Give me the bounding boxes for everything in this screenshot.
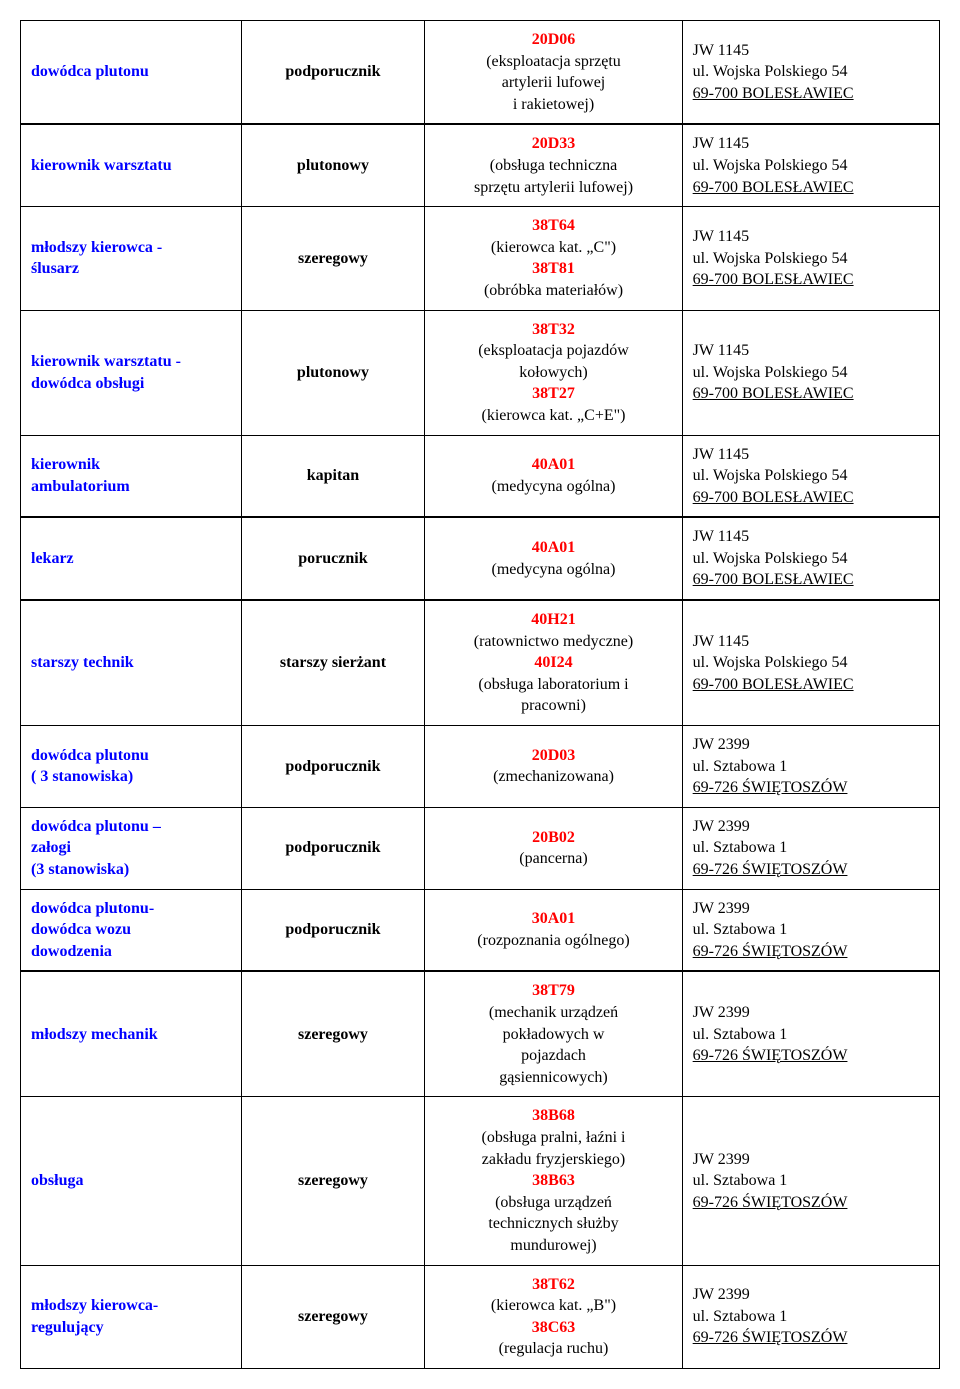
position-cell: kierownik warsztatu bbox=[21, 125, 242, 207]
unit-cell: JW 2399ul. Sztabowa 169-726 ŚWIĘTOSZÓW bbox=[682, 1265, 939, 1368]
position-cell: kierownik warsztatu -dowódca obsługi bbox=[21, 310, 242, 435]
table-row: dowódca plutonu –załogi (3 stanowiska)po… bbox=[21, 807, 940, 889]
unit-cell: JW 1145ul. Wojska Polskiego 5469-700 BOL… bbox=[682, 207, 939, 310]
position-cell: dowódca plutonu –załogi (3 stanowiska) bbox=[21, 807, 242, 889]
rank-cell: podporucznik bbox=[241, 807, 425, 889]
spec-cell: 40H21(ratownictwo medyczne)40I24(obsługa… bbox=[425, 601, 682, 726]
spec-cell: 38T62(kierowca kat. „B")38C63(regulacja … bbox=[425, 1265, 682, 1368]
table-row: młodszy kierowca-regulującyszeregowy38T6… bbox=[21, 1265, 940, 1368]
rank-cell: porucznik bbox=[241, 518, 425, 600]
spec-cell: 38T32(eksploatacja pojazdówkołowych)38T2… bbox=[425, 310, 682, 435]
unit-cell: JW 2399ul. Sztabowa 169-726 ŚWIĘTOSZÓW bbox=[682, 1097, 939, 1265]
spec-cell: 40A01(medycyna ogólna) bbox=[425, 435, 682, 517]
table-row: dowódca plutonu-dowódca wozudowodzeniapo… bbox=[21, 889, 940, 971]
spec-cell: 20D33(obsługa technicznasprzętu artyleri… bbox=[425, 125, 682, 207]
table-row: kierownik warsztatuplutonowy20D33(obsług… bbox=[21, 125, 940, 207]
spec-cell: 38T64(kierowca kat. „C")38T81(obróbka ma… bbox=[425, 207, 682, 310]
table-row: starszy technikstarszy sierżant40H21(rat… bbox=[21, 601, 940, 726]
positions-table: lekarzporucznik40A01(medycyna ogólna)JW … bbox=[20, 517, 940, 600]
unit-cell: JW 2399ul. Sztabowa 169-726 ŚWIĘTOSZÓW bbox=[682, 807, 939, 889]
rank-cell: szeregowy bbox=[241, 1265, 425, 1368]
position-cell: dowódca plutonu( 3 stanowiska) bbox=[21, 726, 242, 808]
unit-cell: JW 1145ul. Wojska Polskiego 5469-700 BOL… bbox=[682, 601, 939, 726]
table-row: kierownikambulatoriumkapitan40A01(medycy… bbox=[21, 435, 940, 517]
rank-cell: szeregowy bbox=[241, 1097, 425, 1265]
spec-cell: 40A01(medycyna ogólna) bbox=[425, 518, 682, 600]
unit-cell: JW 2399ul. Sztabowa 169-726 ŚWIĘTOSZÓW bbox=[682, 972, 939, 1097]
spec-cell: 38T79(mechanik urządzeńpokładowych wpoja… bbox=[425, 972, 682, 1097]
rank-cell: plutonowy bbox=[241, 125, 425, 207]
position-cell: kierownikambulatorium bbox=[21, 435, 242, 517]
position-cell: dowódca plutonu-dowódca wozudowodzenia bbox=[21, 889, 242, 971]
positions-table: dowódca plutonupodporucznik20D06(eksploa… bbox=[20, 20, 940, 124]
rank-cell: podporucznik bbox=[241, 889, 425, 971]
table-row: młodszy mechanikszeregowy38T79(mechanik … bbox=[21, 972, 940, 1097]
document-root: dowódca plutonupodporucznik20D06(eksploa… bbox=[20, 20, 940, 1369]
table-row: obsługaszeregowy38B68(obsługa pralni, ła… bbox=[21, 1097, 940, 1265]
unit-cell: JW 1145ul. Wojska Polskiego 5469-700 BOL… bbox=[682, 518, 939, 600]
position-cell: lekarz bbox=[21, 518, 242, 600]
table-row: młodszy kierowca -ślusarzszeregowy38T64(… bbox=[21, 207, 940, 310]
position-cell: młodszy kierowca -ślusarz bbox=[21, 207, 242, 310]
position-cell: starszy technik bbox=[21, 601, 242, 726]
spec-cell: 20D06(eksploatacja sprzętuartylerii lufo… bbox=[425, 21, 682, 124]
position-cell: obsługa bbox=[21, 1097, 242, 1265]
rank-cell: szeregowy bbox=[241, 207, 425, 310]
table-row: dowódca plutonu( 3 stanowiska)podporuczn… bbox=[21, 726, 940, 808]
rank-cell: plutonowy bbox=[241, 310, 425, 435]
spec-cell: 30A01(rozpoznania ogólnego) bbox=[425, 889, 682, 971]
positions-table: kierownik warsztatuplutonowy20D33(obsług… bbox=[20, 124, 940, 517]
spec-cell: 20B02(pancerna) bbox=[425, 807, 682, 889]
spec-cell: 38B68(obsługa pralni, łaźni izakładu fry… bbox=[425, 1097, 682, 1265]
unit-cell: JW 1145ul. Wojska Polskiego 5469-700 BOL… bbox=[682, 125, 939, 207]
rank-cell: kapitan bbox=[241, 435, 425, 517]
position-cell: młodszy kierowca-regulujący bbox=[21, 1265, 242, 1368]
rank-cell: szeregowy bbox=[241, 972, 425, 1097]
unit-cell: JW 1145ul. Wojska Polskiego 5469-700 BOL… bbox=[682, 435, 939, 517]
table-row: kierownik warsztatu -dowódca obsługiplut… bbox=[21, 310, 940, 435]
rank-cell: podporucznik bbox=[241, 21, 425, 124]
spec-cell: 20D03(zmechanizowana) bbox=[425, 726, 682, 808]
table-row: dowódca plutonupodporucznik20D06(eksploa… bbox=[21, 21, 940, 124]
rank-cell: podporucznik bbox=[241, 726, 425, 808]
table-row: lekarzporucznik40A01(medycyna ogólna)JW … bbox=[21, 518, 940, 600]
unit-cell: JW 1145ul. Wojska Polskiego 5469-700 BOL… bbox=[682, 310, 939, 435]
rank-cell: starszy sierżant bbox=[241, 601, 425, 726]
position-cell: młodszy mechanik bbox=[21, 972, 242, 1097]
position-cell: dowódca plutonu bbox=[21, 21, 242, 124]
positions-table: młodszy mechanikszeregowy38T79(mechanik … bbox=[20, 971, 940, 1369]
unit-cell: JW 1145ul. Wojska Polskiego 5469-700 BOL… bbox=[682, 21, 939, 124]
positions-table: starszy technikstarszy sierżant40H21(rat… bbox=[20, 600, 940, 971]
unit-cell: JW 2399ul. Sztabowa 169-726 ŚWIĘTOSZÓW bbox=[682, 889, 939, 971]
unit-cell: JW 2399ul. Sztabowa 169-726 ŚWIĘTOSZÓW bbox=[682, 726, 939, 808]
